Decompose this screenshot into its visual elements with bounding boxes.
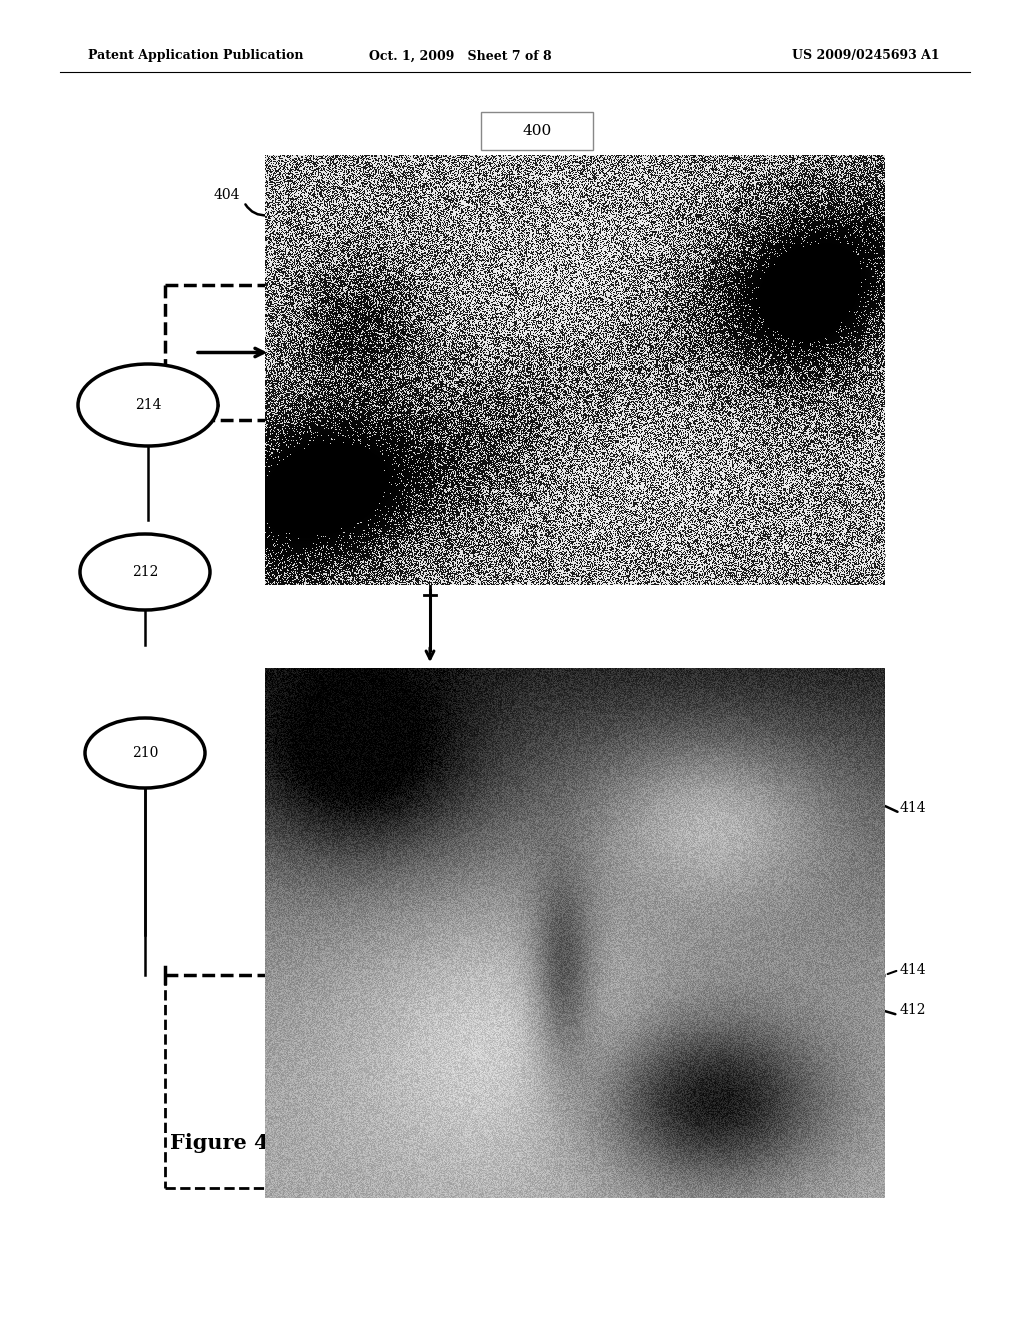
Text: US 2009/0245693 A1: US 2009/0245693 A1 xyxy=(793,49,940,62)
Text: Oct. 1, 2009   Sheet 7 of 8: Oct. 1, 2009 Sheet 7 of 8 xyxy=(369,49,551,62)
FancyBboxPatch shape xyxy=(605,887,717,925)
Text: Figure 4a: Figure 4a xyxy=(170,1133,283,1152)
Ellipse shape xyxy=(341,1076,419,1130)
FancyBboxPatch shape xyxy=(481,112,593,150)
Text: 414: 414 xyxy=(900,964,927,977)
Text: 210: 210 xyxy=(132,746,158,760)
Ellipse shape xyxy=(78,364,218,446)
Text: 410: 410 xyxy=(646,899,676,913)
Text: 404: 404 xyxy=(213,187,240,202)
Text: Patent Application Publication: Patent Application Publication xyxy=(88,49,303,62)
Ellipse shape xyxy=(85,718,205,788)
Text: 412: 412 xyxy=(900,1003,927,1016)
Ellipse shape xyxy=(378,787,482,859)
Text: 212: 212 xyxy=(132,565,158,579)
Ellipse shape xyxy=(548,1015,602,1055)
Text: 414: 414 xyxy=(900,801,927,814)
Ellipse shape xyxy=(80,535,210,610)
Text: 214: 214 xyxy=(135,399,161,412)
Text: 400: 400 xyxy=(522,124,552,139)
